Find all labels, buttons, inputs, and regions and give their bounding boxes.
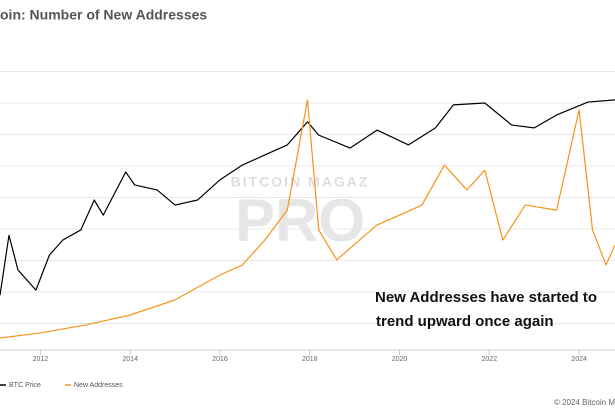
legend-label: New Addresses [74,382,123,389]
annotation: trend upward once again [376,313,554,330]
footer: © 2024 Bitcoin M [554,398,615,407]
watermark: PRO [235,187,365,254]
x-tick-label: 2022 [482,356,498,363]
x-tick-label: 2016 [212,356,228,363]
chart-title: oin: Number of New Addresses [0,7,207,23]
x-tick-label: 2020 [392,356,408,363]
x-tick-label: 2018 [302,356,318,363]
series-line [0,99,615,339]
series-line [0,99,615,296]
x-tick-label: 2012 [33,356,49,363]
x-tick-label: 2014 [122,356,138,363]
annotation: New Addresses have started to [375,289,597,306]
x-tick-label: 2024 [571,356,587,363]
watermark: BITCOIN MAGAZ [231,174,370,190]
legend-label: BTC Price [9,382,41,389]
